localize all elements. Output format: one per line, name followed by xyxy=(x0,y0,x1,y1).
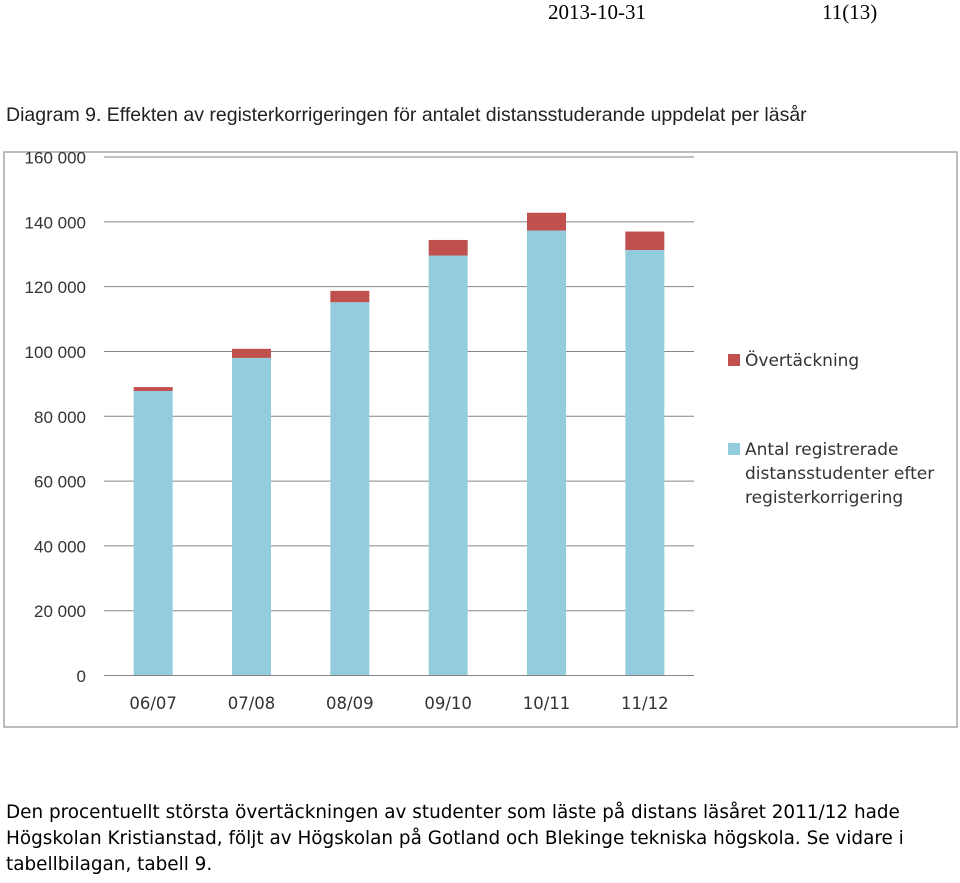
bar-segment-overcoverage xyxy=(527,212,566,231)
y-tick-label: 120 000 xyxy=(25,278,86,297)
x-tick-label: 07/08 xyxy=(228,694,276,713)
y-tick-label: 0 xyxy=(77,667,86,686)
bar-segment-registered xyxy=(133,390,173,676)
x-tick-label: 11/12 xyxy=(621,694,669,713)
x-tick-label: 08/09 xyxy=(326,694,374,713)
bar-segment-registered xyxy=(330,302,370,676)
y-tick-label: 100 000 xyxy=(25,343,86,362)
y-tick-label: 140 000 xyxy=(25,213,86,232)
x-tick-label: 06/07 xyxy=(129,694,177,713)
y-tick-label: 160 000 xyxy=(25,149,86,168)
y-tick-label: 20 000 xyxy=(34,602,86,621)
bar-segment-overcoverage xyxy=(232,348,271,358)
header-page-number: 11(13) xyxy=(822,0,878,24)
y-tick-label: 80 000 xyxy=(34,408,86,427)
bars xyxy=(133,212,665,676)
stacked-bar-chart: 0 20 000 40 000 60 000 80 000 100 000 120 000 1… xyxy=(3,149,958,728)
legend-swatch-registered xyxy=(728,443,740,455)
x-tick-label: 09/10 xyxy=(424,694,472,713)
legend-label: registerkorrigering xyxy=(745,488,903,508)
legend-label: Antal registrerade xyxy=(745,440,898,460)
legend-swatch-overcoverage xyxy=(728,354,740,366)
bar-segment-registered xyxy=(625,250,665,676)
x-tick-label: 10/11 xyxy=(523,694,571,713)
legend: Övertäckning Antal registrerade distansstu… xyxy=(728,349,934,508)
bar-segment-overcoverage xyxy=(133,387,173,391)
body-paragraph: Den procentuellt största övertäckningen … xyxy=(6,800,956,878)
gridlines xyxy=(104,156,694,612)
x-axis-ticks: 06/07 07/08 08/09 09/10 10/11 11/12 xyxy=(129,694,668,713)
bar-segment-registered xyxy=(232,357,271,676)
bar-segment-overcoverage xyxy=(428,239,468,256)
y-axis-ticks: 0 20 000 40 000 60 000 80 000 100 000 120 000 1… xyxy=(25,149,86,687)
bar-segment-overcoverage xyxy=(625,231,665,251)
bar-segment-registered xyxy=(527,230,566,676)
y-tick-label: 60 000 xyxy=(34,473,86,492)
page-header: 2013-10-31 11(13) xyxy=(0,0,960,30)
paragraph-line: Den procentuellt största övertäckningen … xyxy=(6,802,900,823)
y-tick-label: 40 000 xyxy=(34,537,86,556)
paragraph-line: tabellbilagan, tabell 9. xyxy=(6,854,213,875)
legend-label: distansstudenter efter xyxy=(745,464,934,484)
bar-segment-overcoverage xyxy=(330,290,370,303)
chart-title: Diagram 9. Effekten av registerkorrigeri… xyxy=(6,104,807,126)
bar-segment-registered xyxy=(428,255,468,676)
legend-label: Övertäckning xyxy=(745,349,859,371)
paragraph-line: Högskolan Kristianstad, följt av Högskol… xyxy=(6,828,904,849)
header-date: 2013-10-31 xyxy=(548,0,646,24)
